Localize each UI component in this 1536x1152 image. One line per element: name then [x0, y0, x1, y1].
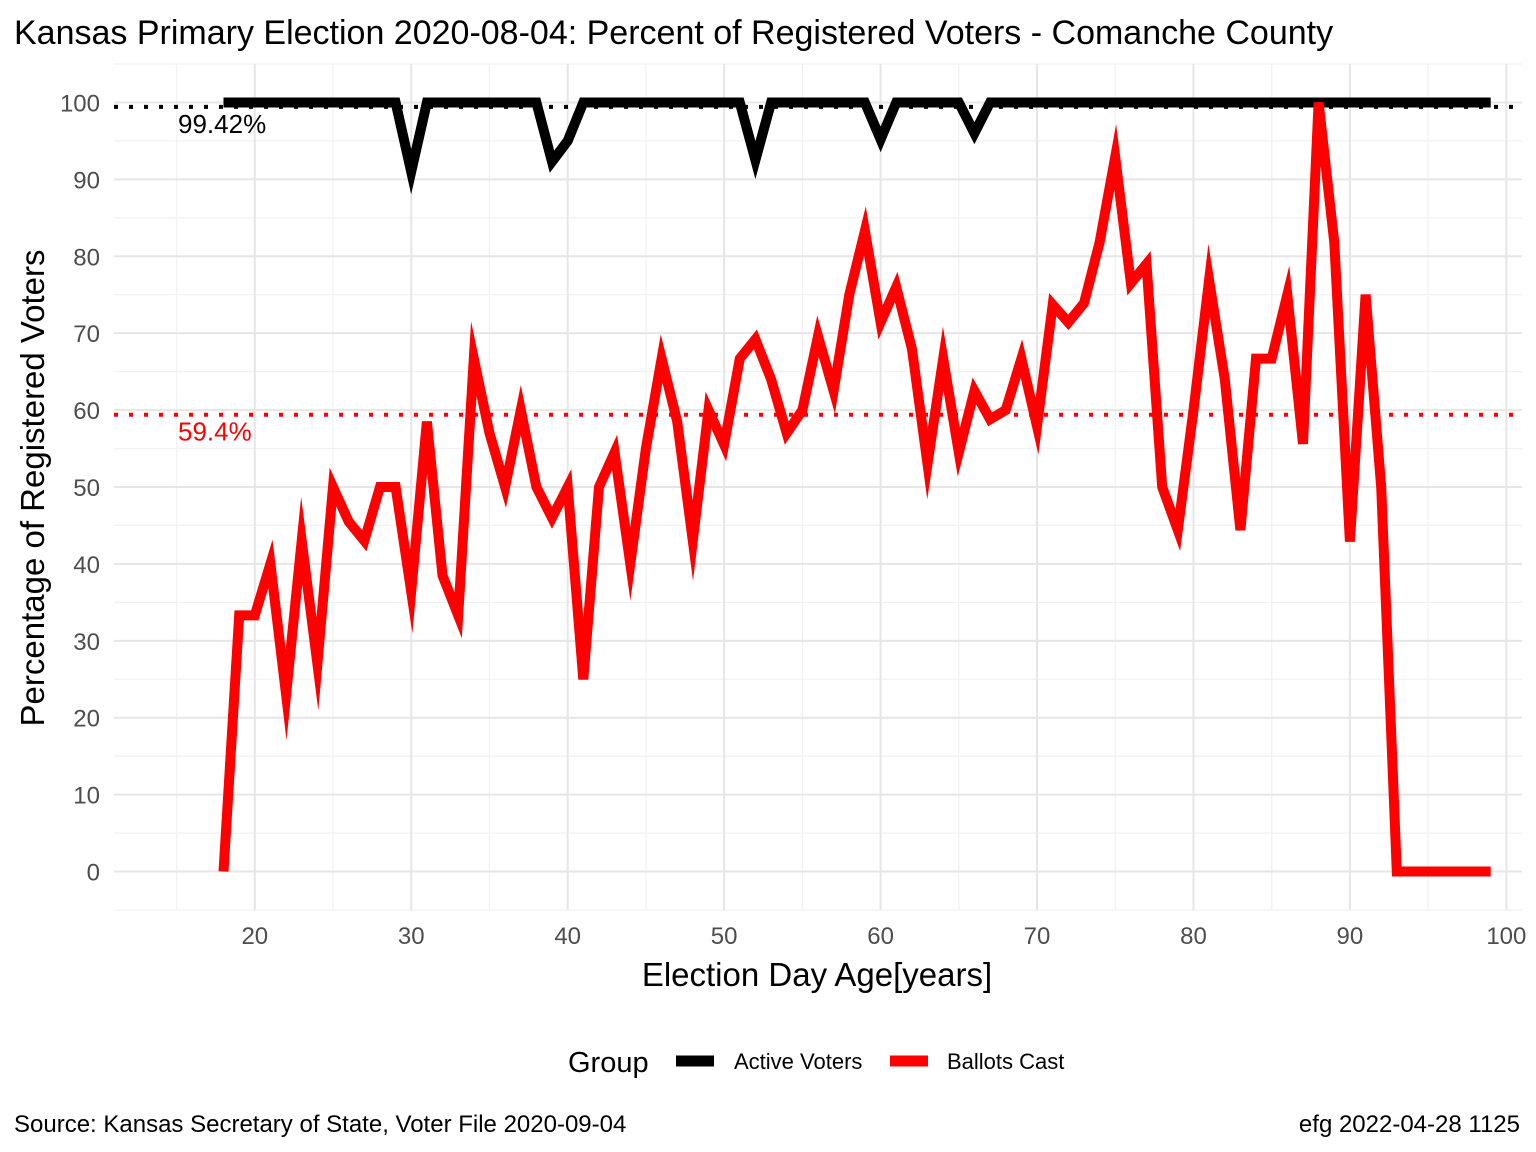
series-line-ballots-cast	[218, 101, 1491, 877]
legend-label-active-voters: Active Voters	[734, 1049, 862, 1074]
y-tick-label: 30	[73, 629, 100, 656]
x-tick-label: 100	[1486, 923, 1526, 950]
x-tick-label: 80	[1180, 923, 1207, 950]
x-axis-title: Election Day Age[years]	[642, 956, 992, 993]
x-tick-label: 20	[241, 923, 268, 950]
y-tick-label: 80	[73, 244, 100, 271]
y-tick-label: 20	[73, 706, 100, 733]
x-tick-label: 50	[711, 923, 738, 950]
grid-minor	[114, 63, 1522, 911]
y-tick-label: 100	[60, 90, 100, 117]
x-tick-label: 40	[554, 923, 581, 950]
chart-title: Kansas Primary Election 2020-08-04: Perc…	[14, 14, 1333, 52]
y-tick-label: 10	[73, 783, 100, 810]
x-tick-label: 90	[1337, 923, 1364, 950]
x-tick-label: 70	[1024, 923, 1051, 950]
y-tick-label: 60	[73, 398, 100, 425]
series-line-active-voters	[223, 97, 1491, 195]
y-tick-label: 0	[87, 860, 100, 887]
series-layer	[218, 97, 1491, 877]
y-tick-label: 70	[73, 321, 100, 348]
y-tick-label: 50	[73, 475, 100, 502]
x-tick-label: 30	[398, 923, 425, 950]
x-tick-labels: 20 30 40 50 60 70 80 90 100	[241, 923, 1526, 950]
y-tick-labels: 0 10 20 30 40 50 60 70 80 90 100	[60, 90, 100, 886]
y-tick-label: 40	[73, 552, 100, 579]
reference-labels: 99.42% 59.4%	[178, 109, 266, 447]
y-axis-title: Percentage of Registered Voters	[14, 250, 51, 727]
legend-label-ballots-cast: Ballots Cast	[947, 1049, 1064, 1074]
reference-label: 99.42%	[178, 109, 266, 139]
reference-label: 59.4%	[178, 417, 252, 447]
source-caption: Source: Kansas Secretary of State, Voter…	[14, 1111, 626, 1138]
y-tick-label: 90	[73, 167, 100, 194]
credit-caption: efg 2022-04-28 1125	[1299, 1111, 1520, 1138]
legend-title: Group	[568, 1047, 649, 1079]
legend: Group Active Voters Ballots Cast	[568, 1047, 1064, 1079]
x-tick-label: 60	[867, 923, 894, 950]
